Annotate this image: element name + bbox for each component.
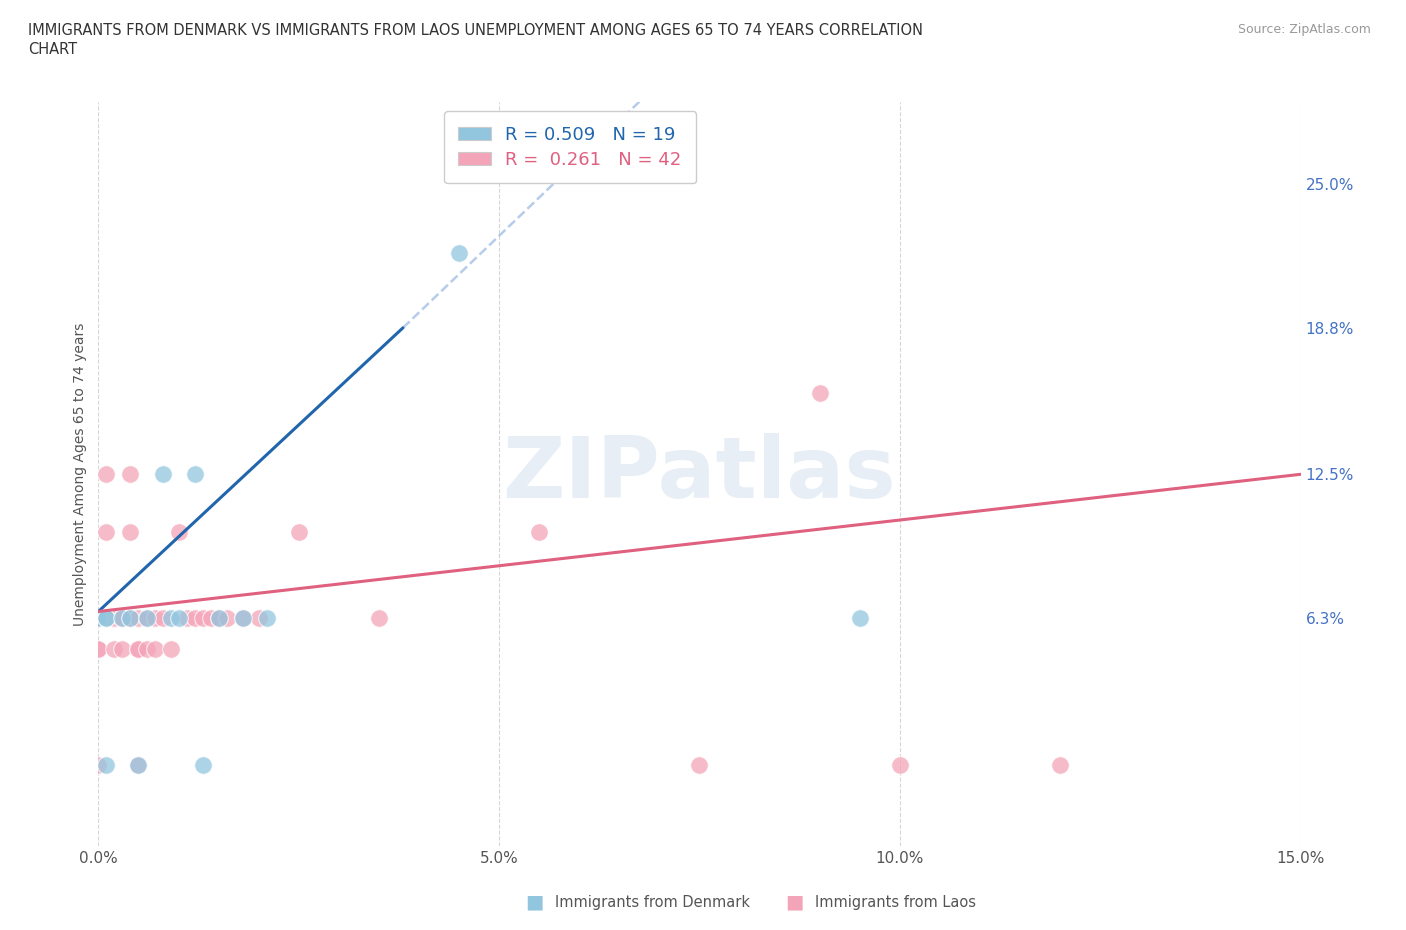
Point [143, 642, 166, 657]
Point [167, 611, 190, 626]
Point [111, 642, 134, 657]
Point [447, 246, 470, 261]
Point [96, 467, 118, 482]
Text: CHART: CHART [28, 42, 77, 57]
Point [849, 611, 872, 626]
Point [120, 611, 142, 626]
Point [191, 611, 214, 626]
Point [103, 611, 125, 626]
Text: ZIPatlas: ZIPatlas [502, 432, 897, 516]
Point [152, 467, 174, 482]
Point [87, 642, 110, 657]
Point [808, 386, 831, 401]
Point [103, 642, 125, 657]
Point [208, 611, 231, 626]
Point [128, 611, 150, 626]
Point [111, 611, 134, 626]
Point [215, 611, 238, 626]
Point [87, 611, 110, 626]
Point [529, 525, 551, 539]
Point [120, 525, 142, 539]
Point [176, 611, 198, 626]
Point [247, 611, 270, 626]
Point [128, 757, 150, 772]
Point [135, 642, 157, 657]
Point [96, 611, 118, 626]
Point [232, 611, 254, 626]
Point [87, 611, 110, 626]
Point [152, 611, 174, 626]
Point [368, 611, 391, 626]
Point [96, 611, 118, 626]
Text: ■: ■ [785, 893, 804, 911]
Point [87, 611, 110, 626]
Point [111, 611, 134, 626]
Point [120, 467, 142, 482]
Y-axis label: Unemployment Among Ages 65 to 74 years: Unemployment Among Ages 65 to 74 years [73, 323, 87, 626]
Point [128, 757, 150, 772]
Point [232, 611, 254, 626]
Point [159, 611, 181, 626]
Point [200, 611, 222, 626]
Point [135, 611, 157, 626]
Text: ■: ■ [524, 893, 544, 911]
Legend: R = 0.509   N = 19, R =  0.261   N = 42: R = 0.509 N = 19, R = 0.261 N = 42 [444, 112, 696, 183]
Point [143, 611, 166, 626]
Point [288, 525, 311, 539]
Point [191, 757, 214, 772]
Text: Source: ZipAtlas.com: Source: ZipAtlas.com [1237, 23, 1371, 36]
Point [1049, 757, 1071, 772]
Text: Immigrants from Denmark: Immigrants from Denmark [555, 895, 751, 910]
Point [183, 467, 205, 482]
Point [87, 757, 110, 772]
Point [128, 642, 150, 657]
Text: Immigrants from Laos: Immigrants from Laos [815, 895, 977, 910]
Text: IMMIGRANTS FROM DENMARK VS IMMIGRANTS FROM LAOS UNEMPLOYMENT AMONG AGES 65 TO 74: IMMIGRANTS FROM DENMARK VS IMMIGRANTS FR… [28, 23, 924, 38]
Point [689, 757, 711, 772]
Point [256, 611, 278, 626]
Point [208, 611, 231, 626]
Point [87, 611, 110, 626]
Point [96, 757, 118, 772]
Point [96, 525, 118, 539]
Point [120, 611, 142, 626]
Point [167, 525, 190, 539]
Point [889, 757, 911, 772]
Point [128, 642, 150, 657]
Point [183, 611, 205, 626]
Point [87, 611, 110, 626]
Point [135, 611, 157, 626]
Point [159, 642, 181, 657]
Point [87, 642, 110, 657]
Point [87, 611, 110, 626]
